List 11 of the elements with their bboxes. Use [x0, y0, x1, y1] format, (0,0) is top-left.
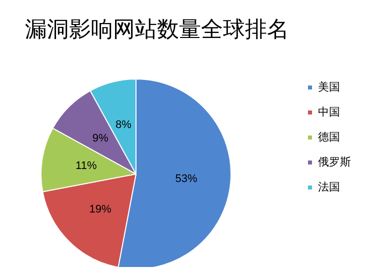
legend-label: 俄罗斯	[318, 156, 351, 168]
legend-label: 美国	[318, 80, 340, 94]
chart-title: 漏洞影响网站数量全球排名	[25, 18, 289, 42]
legend-label: 法国	[318, 180, 340, 194]
data-label: 19%	[89, 204, 112, 216]
legend-label: 德国	[318, 132, 340, 144]
data-label: 8%	[115, 119, 132, 132]
data-label: 53%	[175, 172, 198, 185]
data-label: 11%	[76, 160, 97, 172]
legend-label: 中国	[318, 106, 340, 118]
data-label: 9%	[92, 132, 108, 144]
